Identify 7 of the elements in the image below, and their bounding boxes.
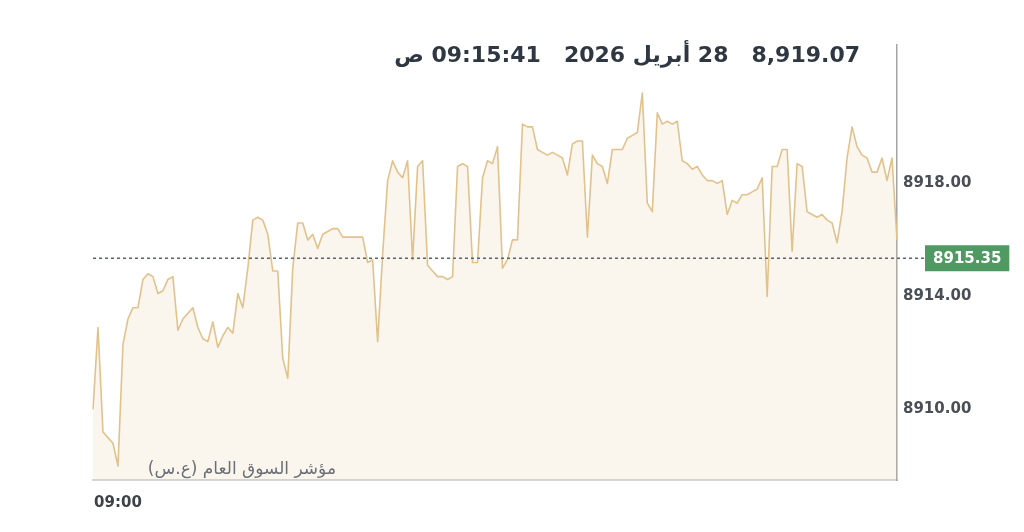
annotation: مؤشر السوق العام (ع.س) bbox=[147, 457, 336, 480]
y-tick-label: 8914.00 bbox=[903, 286, 972, 305]
y-tick-label: 8910.00 bbox=[903, 399, 972, 418]
x-tick-label: 09:00 bbox=[94, 492, 142, 511]
chart-title: 8,919.07 28 أبريل 2026 09:15:41 ص bbox=[394, 40, 860, 70]
y-tick-label: 8918.00 bbox=[903, 173, 972, 192]
ref-line-label: 8915.35 bbox=[933, 249, 1002, 268]
